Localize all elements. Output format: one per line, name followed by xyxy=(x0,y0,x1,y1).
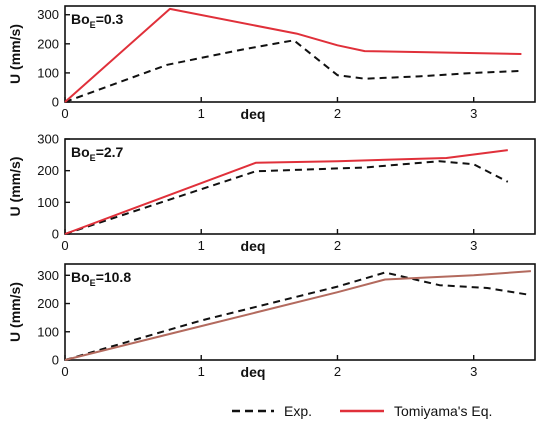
y-tick-label: 100 xyxy=(37,195,59,210)
x-tick-label: 1 xyxy=(198,238,205,253)
panel-label-main: Bo xyxy=(71,11,90,27)
y-tick-label: 0 xyxy=(52,227,59,242)
x-tick-label: 1 xyxy=(198,106,205,121)
y-tick-label: 300 xyxy=(37,268,59,283)
x-tick-label: 0 xyxy=(61,106,68,121)
series-exp-line xyxy=(64,160,509,235)
series-exp-line xyxy=(64,271,532,361)
y-tick-label: 0 xyxy=(52,353,59,368)
panel-label-main: Bo xyxy=(71,269,90,285)
panel-label-main: Bo xyxy=(71,144,90,160)
panel-label-subscript: E xyxy=(90,153,96,163)
y-tick-label: 300 xyxy=(37,7,59,22)
series-tomiyama-line xyxy=(64,149,508,235)
plot-frame xyxy=(64,263,536,361)
chart-panel-1: 0 100 200 300 0 1 2 3 deq U (mm/s) BoE=0.3 xyxy=(7,5,536,122)
plot-frame xyxy=(64,138,536,235)
panel-label-value: =10.8 xyxy=(96,269,132,285)
series-tomiyama-line xyxy=(64,270,531,361)
panel-label: BoE=2.7 xyxy=(71,144,124,163)
y-axis-label: U (mm/s) xyxy=(7,157,23,217)
y-tick-label: 200 xyxy=(37,163,59,178)
y-tick-label: 100 xyxy=(37,65,59,80)
x-tick-label: 3 xyxy=(470,238,477,253)
panel-label-value: =0.3 xyxy=(96,11,124,27)
y-axis-label: U (mm/s) xyxy=(7,24,23,84)
panel-label-subscript: E xyxy=(90,278,96,288)
chart-panel-2: 0 100 200 300 0 1 2 3 deq U (mm/s) BoE=2.7 xyxy=(7,132,536,254)
x-tick-label: 1 xyxy=(198,364,205,379)
x-axis-label: deq xyxy=(241,364,266,380)
x-tick-label: 0 xyxy=(61,364,68,379)
x-tick-label: 2 xyxy=(334,364,341,379)
x-tick-label: 3 xyxy=(470,364,477,379)
legend-exp-label: Exp. xyxy=(284,403,312,419)
x-axis-label: deq xyxy=(241,238,266,254)
x-tick-label: 0 xyxy=(61,238,68,253)
y-tick-label: 100 xyxy=(37,324,59,339)
series-exp-line xyxy=(64,39,522,103)
panel-label-value: =2.7 xyxy=(96,144,124,160)
series-tomiyama-line xyxy=(64,7,522,103)
legend-tomiyama-label: Tomiyama's Eq. xyxy=(394,403,492,419)
plot-frame xyxy=(64,5,536,103)
y-tick-label: 200 xyxy=(37,296,59,311)
chart-panel-3: 0 100 200 300 0 1 2 3 deq U (mm/s) BoE=10.8 xyxy=(7,263,536,380)
y-tick-label: 0 xyxy=(52,95,59,110)
panel-label-subscript: E xyxy=(90,20,96,30)
legend: Exp. Tomiyama's Eq. xyxy=(232,403,492,419)
panel-label: BoE=10.8 xyxy=(71,269,131,288)
x-tick-label: 2 xyxy=(334,238,341,253)
y-tick-label: 200 xyxy=(37,36,59,51)
y-axis-label: U (mm/s) xyxy=(7,282,23,342)
x-axis-label: deq xyxy=(241,106,266,122)
x-tick-label: 3 xyxy=(470,106,477,121)
y-tick-label: 300 xyxy=(37,132,59,147)
x-tick-label: 2 xyxy=(334,106,341,121)
panel-label: BoE=0.3 xyxy=(71,11,124,30)
